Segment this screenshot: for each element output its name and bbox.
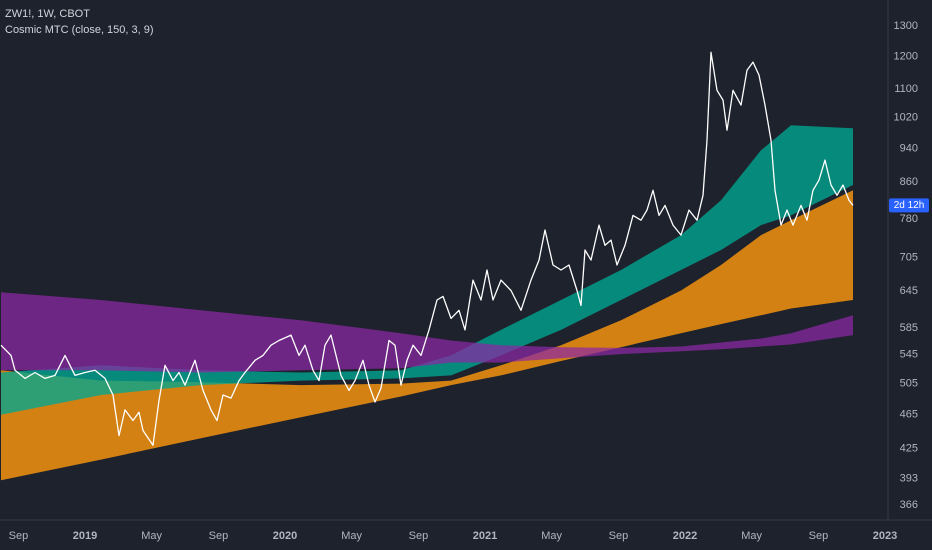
x-tick-label: Sep xyxy=(9,530,29,542)
x-tick-label: Sep xyxy=(809,530,829,542)
y-tick-label: 505 xyxy=(900,377,918,389)
x-tick-label: 2021 xyxy=(473,530,497,542)
x-tick-label: May xyxy=(141,530,162,542)
y-tick-label: 1020 xyxy=(894,112,918,124)
x-tick-label: 2020 xyxy=(273,530,297,542)
x-tick-label: May xyxy=(741,530,762,542)
y-tick-label: 1300 xyxy=(894,20,918,32)
y-tick-label: 860 xyxy=(900,176,918,188)
indicator-title: Cosmic MTC (close, 150, 3, 9) xyxy=(5,24,154,36)
band-area xyxy=(1,292,853,373)
x-tick-label: May xyxy=(341,530,362,542)
bands xyxy=(1,125,853,481)
y-tick-label: 465 xyxy=(900,409,918,421)
symbol-title: ZW1!, 1W, CBOT xyxy=(5,8,90,20)
y-tick-label: 780 xyxy=(900,213,918,225)
y-tick-label: 1100 xyxy=(894,83,918,95)
countdown-label: 2d 12h xyxy=(894,200,925,211)
x-tick-label: 2023 xyxy=(873,530,897,542)
band-area xyxy=(1,125,853,415)
x-tick-label: Sep xyxy=(409,530,429,542)
x-tick-label: Sep xyxy=(609,530,629,542)
y-tick-label: 366 xyxy=(900,499,918,511)
y-tick-label: 940 xyxy=(900,143,918,155)
y-tick-label: 705 xyxy=(900,251,918,263)
y-tick-label: 585 xyxy=(900,322,918,334)
x-tick-label: Sep xyxy=(209,530,229,542)
y-tick-label: 1200 xyxy=(894,50,918,62)
price-line xyxy=(0,51,854,446)
y-tick-label: 645 xyxy=(900,285,918,297)
band-area xyxy=(1,190,853,481)
y-tick-label: 425 xyxy=(900,443,918,455)
y-tick-label: 545 xyxy=(900,349,918,361)
y-tick-label: 393 xyxy=(900,472,918,484)
lines xyxy=(0,51,854,446)
x-tick-label: 2022 xyxy=(673,530,697,542)
x-tick-label: 2019 xyxy=(73,530,97,542)
x-tick-label: May xyxy=(541,530,562,542)
countdown-box xyxy=(889,198,929,213)
